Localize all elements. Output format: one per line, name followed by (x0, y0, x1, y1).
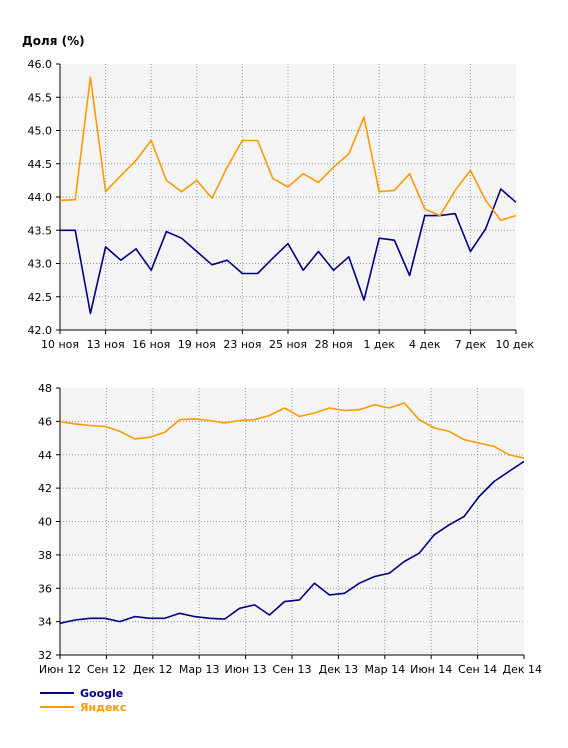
x-tick-label: 19 ноя (178, 338, 216, 351)
x-tick-label: Июн 13 (225, 663, 267, 676)
series-line-google (59, 460, 525, 625)
y-tick-label: 42.5 (28, 291, 53, 304)
x-tick-label: Сен 13 (272, 663, 311, 676)
x-tick-label: Мар 13 (179, 663, 220, 676)
x-tick-label: 10 дек (495, 338, 534, 351)
y-tick-label: 38 (38, 549, 52, 562)
series-line-yandex (59, 402, 525, 459)
y-tick-label: 34 (38, 616, 52, 629)
bottom-chart: 32 34 36 38 40 42 44 46 48 Июн 12 Сен 12 Дек 12 Мар … (38, 382, 542, 676)
x-tick-label: Дек 12 (133, 663, 173, 676)
x-tick-label: Июн 12 (39, 663, 81, 676)
y-tick-label: 40 (38, 516, 52, 529)
y-tick-label: 44 (38, 449, 52, 462)
x-tick-label: Июн 14 (410, 663, 452, 676)
y-tick-label: 46 (38, 415, 52, 428)
x-tick-label: 7 дек (455, 338, 487, 351)
x-tick-label: 25 ноя (269, 338, 307, 351)
legend-google-label: Google (80, 687, 123, 700)
top-chart-ylabel: Доля (%) (22, 34, 85, 48)
top-chart: 42.0 42.5 43.0 43.5 44.0 44.5 45.0 45.5 46.0 10 н… (28, 58, 535, 351)
x-tick-label: 4 дек (409, 338, 441, 351)
legend: Google Яндекс (40, 687, 126, 714)
x-tick-label: 23 ноя (223, 338, 261, 351)
y-tick-label: 44.5 (28, 158, 53, 171)
x-tick-label: Мар 14 (364, 663, 405, 676)
legend-yandex-label: Яндекс (80, 701, 126, 714)
y-tick-label: 48 (38, 382, 52, 395)
y-tick-label: 44.0 (28, 191, 53, 204)
y-tick-label: 46.0 (28, 58, 53, 71)
y-tick-label: 42.0 (28, 324, 53, 337)
x-tick-label: 10 ноя (41, 338, 79, 351)
y-tick-label: 45.5 (28, 91, 53, 104)
x-tick-label: 16 ноя (132, 338, 170, 351)
x-tick-label: 13 ноя (87, 338, 125, 351)
y-tick-label: 43.5 (28, 224, 53, 237)
x-tick-label: 1 дек (363, 338, 395, 351)
y-tick-label: 45.0 (28, 125, 53, 138)
y-tick-label: 43.0 (28, 258, 53, 271)
x-tick-label: Сен 14 (458, 663, 497, 676)
x-tick-label: Сен 12 (87, 663, 126, 676)
y-tick-label: 32 (38, 649, 52, 662)
y-tick-label: 42 (38, 482, 52, 495)
series-line-yandex (59, 76, 517, 222)
x-tick-label: 28 ноя (315, 338, 353, 351)
x-tick-label: Дек 14 (503, 663, 543, 676)
x-tick-label: Дек 13 (319, 663, 359, 676)
y-tick-label: 36 (38, 582, 52, 595)
